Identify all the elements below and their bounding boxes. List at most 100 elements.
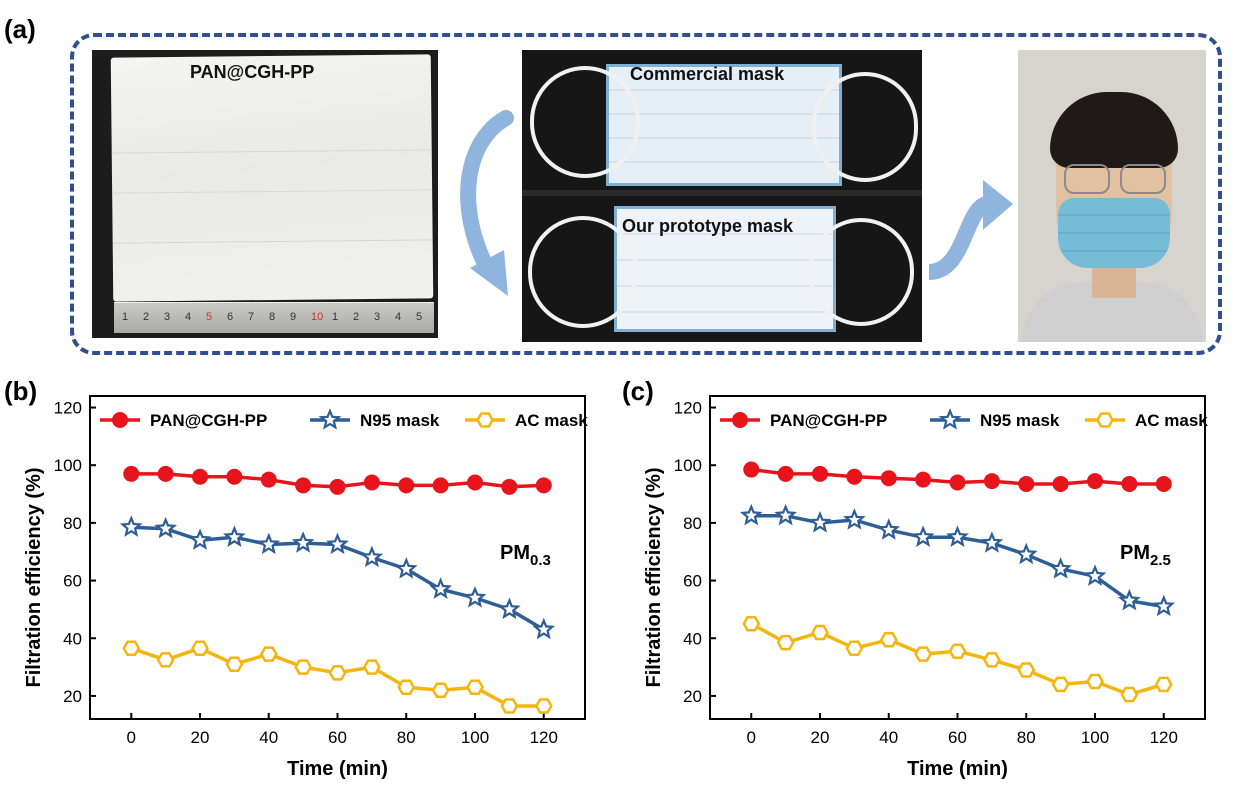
x-tick-label: 100	[461, 728, 489, 747]
prototype-caption: Our prototype mask	[622, 216, 794, 236]
filter-sheet	[110, 54, 434, 302]
ruler-tick-label: 2	[143, 311, 150, 323]
x-tick-label: 100	[1081, 728, 1109, 747]
x-tick-label: 60	[328, 728, 347, 747]
legend-marker	[318, 408, 342, 430]
data-point	[980, 531, 1004, 553]
data-point	[291, 531, 315, 553]
data-point	[501, 478, 518, 495]
data-point	[911, 525, 935, 547]
data-point	[432, 477, 449, 494]
data-point	[739, 503, 763, 526]
x-tick-label: 80	[397, 728, 416, 747]
data-point	[948, 643, 967, 659]
y-tick-label: 40	[683, 629, 702, 648]
x-axis-label: Time (min)	[287, 758, 388, 780]
y-tick-label: 20	[63, 687, 82, 706]
ruler-tick-label: 6	[227, 311, 234, 323]
x-tick-label: 0	[127, 728, 136, 747]
face-mask	[1058, 198, 1170, 268]
data-point	[534, 698, 553, 714]
x-tick-label: 40	[879, 728, 898, 747]
data-point	[1155, 475, 1172, 492]
data-point	[260, 471, 277, 488]
data-point	[812, 465, 828, 482]
data-point	[360, 545, 384, 568]
data-point	[363, 474, 380, 491]
y-tick-label: 100	[54, 456, 82, 475]
y-tick-label: 120	[674, 399, 702, 418]
legend-label: N95 mask	[360, 411, 440, 430]
data-point	[1087, 473, 1103, 490]
ruler-tick-label: 10	[311, 311, 324, 323]
data-point	[500, 698, 519, 714]
legend-marker	[732, 412, 748, 428]
x-tick-label: 120	[1150, 728, 1178, 747]
data-point	[532, 617, 556, 640]
data-point	[535, 477, 552, 494]
data-point	[1014, 542, 1038, 565]
legend-marker	[112, 412, 128, 428]
x-tick-label: 0	[747, 728, 756, 747]
data-point	[157, 465, 174, 482]
pm-annotation: PM2.5	[1120, 542, 1171, 569]
data-point	[983, 473, 1000, 490]
commercial-mask-ear-loop	[530, 66, 640, 178]
legend-label: AC mask	[515, 411, 588, 430]
data-point	[122, 640, 141, 657]
data-point	[1049, 557, 1072, 579]
data-point	[1086, 673, 1104, 690]
data-point	[811, 624, 829, 641]
ruler-tick-label: 3	[374, 311, 381, 323]
x-axis-label: Time (min)	[907, 758, 1008, 780]
prototype-mask-ear-loop	[528, 216, 638, 328]
legend-label: PAN@CGH-PP	[770, 411, 887, 430]
data-point	[1152, 594, 1176, 617]
legend-marker	[1096, 412, 1114, 428]
x-tick-label: 120	[530, 728, 558, 747]
data-point	[326, 532, 349, 555]
data-point	[226, 468, 243, 485]
data-point	[743, 461, 760, 478]
divider-band	[522, 190, 922, 196]
legend-label: PAN@CGH-PP	[150, 411, 267, 430]
ruler-tick-label: 1	[332, 311, 339, 323]
photo-frame	[70, 33, 1222, 355]
person-photo	[1018, 50, 1206, 342]
ruler-tick-label: 2	[353, 311, 360, 323]
data-point	[915, 471, 932, 488]
data-point	[880, 470, 897, 487]
ruler-tick-label: 5	[206, 311, 213, 323]
y-tick-label: 100	[674, 456, 702, 475]
y-tick-label: 80	[683, 514, 702, 533]
data-point	[777, 465, 794, 482]
data-point	[467, 474, 483, 491]
data-point	[119, 515, 143, 537]
hair	[1050, 92, 1178, 168]
pm-annotation: PM0.3	[500, 542, 551, 569]
data-point	[1154, 676, 1173, 693]
y-tick-label: 120	[54, 399, 82, 418]
ruler-tick-label: 7	[248, 311, 255, 323]
ruler-tick-label: 3	[164, 311, 171, 323]
glasses	[1064, 164, 1166, 194]
legend-marker	[476, 412, 494, 428]
y-tick-label: 60	[63, 572, 82, 591]
y-tick-label: 60	[683, 572, 702, 591]
data-point	[1051, 676, 1070, 693]
data-point	[946, 525, 969, 547]
s-curve-arrow-icon	[927, 180, 1013, 280]
data-point	[1118, 588, 1141, 611]
data-point	[877, 518, 901, 540]
data-point	[1017, 662, 1036, 678]
data-point	[463, 586, 487, 608]
legend-label: AC mask	[1135, 411, 1208, 430]
data-point	[1121, 475, 1138, 492]
sheet-caption: PAN@CGH-PP	[190, 62, 315, 82]
data-point	[294, 659, 313, 675]
data-point	[879, 631, 898, 648]
commercial-mask	[606, 64, 842, 186]
data-point	[776, 634, 795, 651]
commercial-mask-ear-loop	[812, 72, 918, 182]
data-point	[191, 640, 209, 657]
